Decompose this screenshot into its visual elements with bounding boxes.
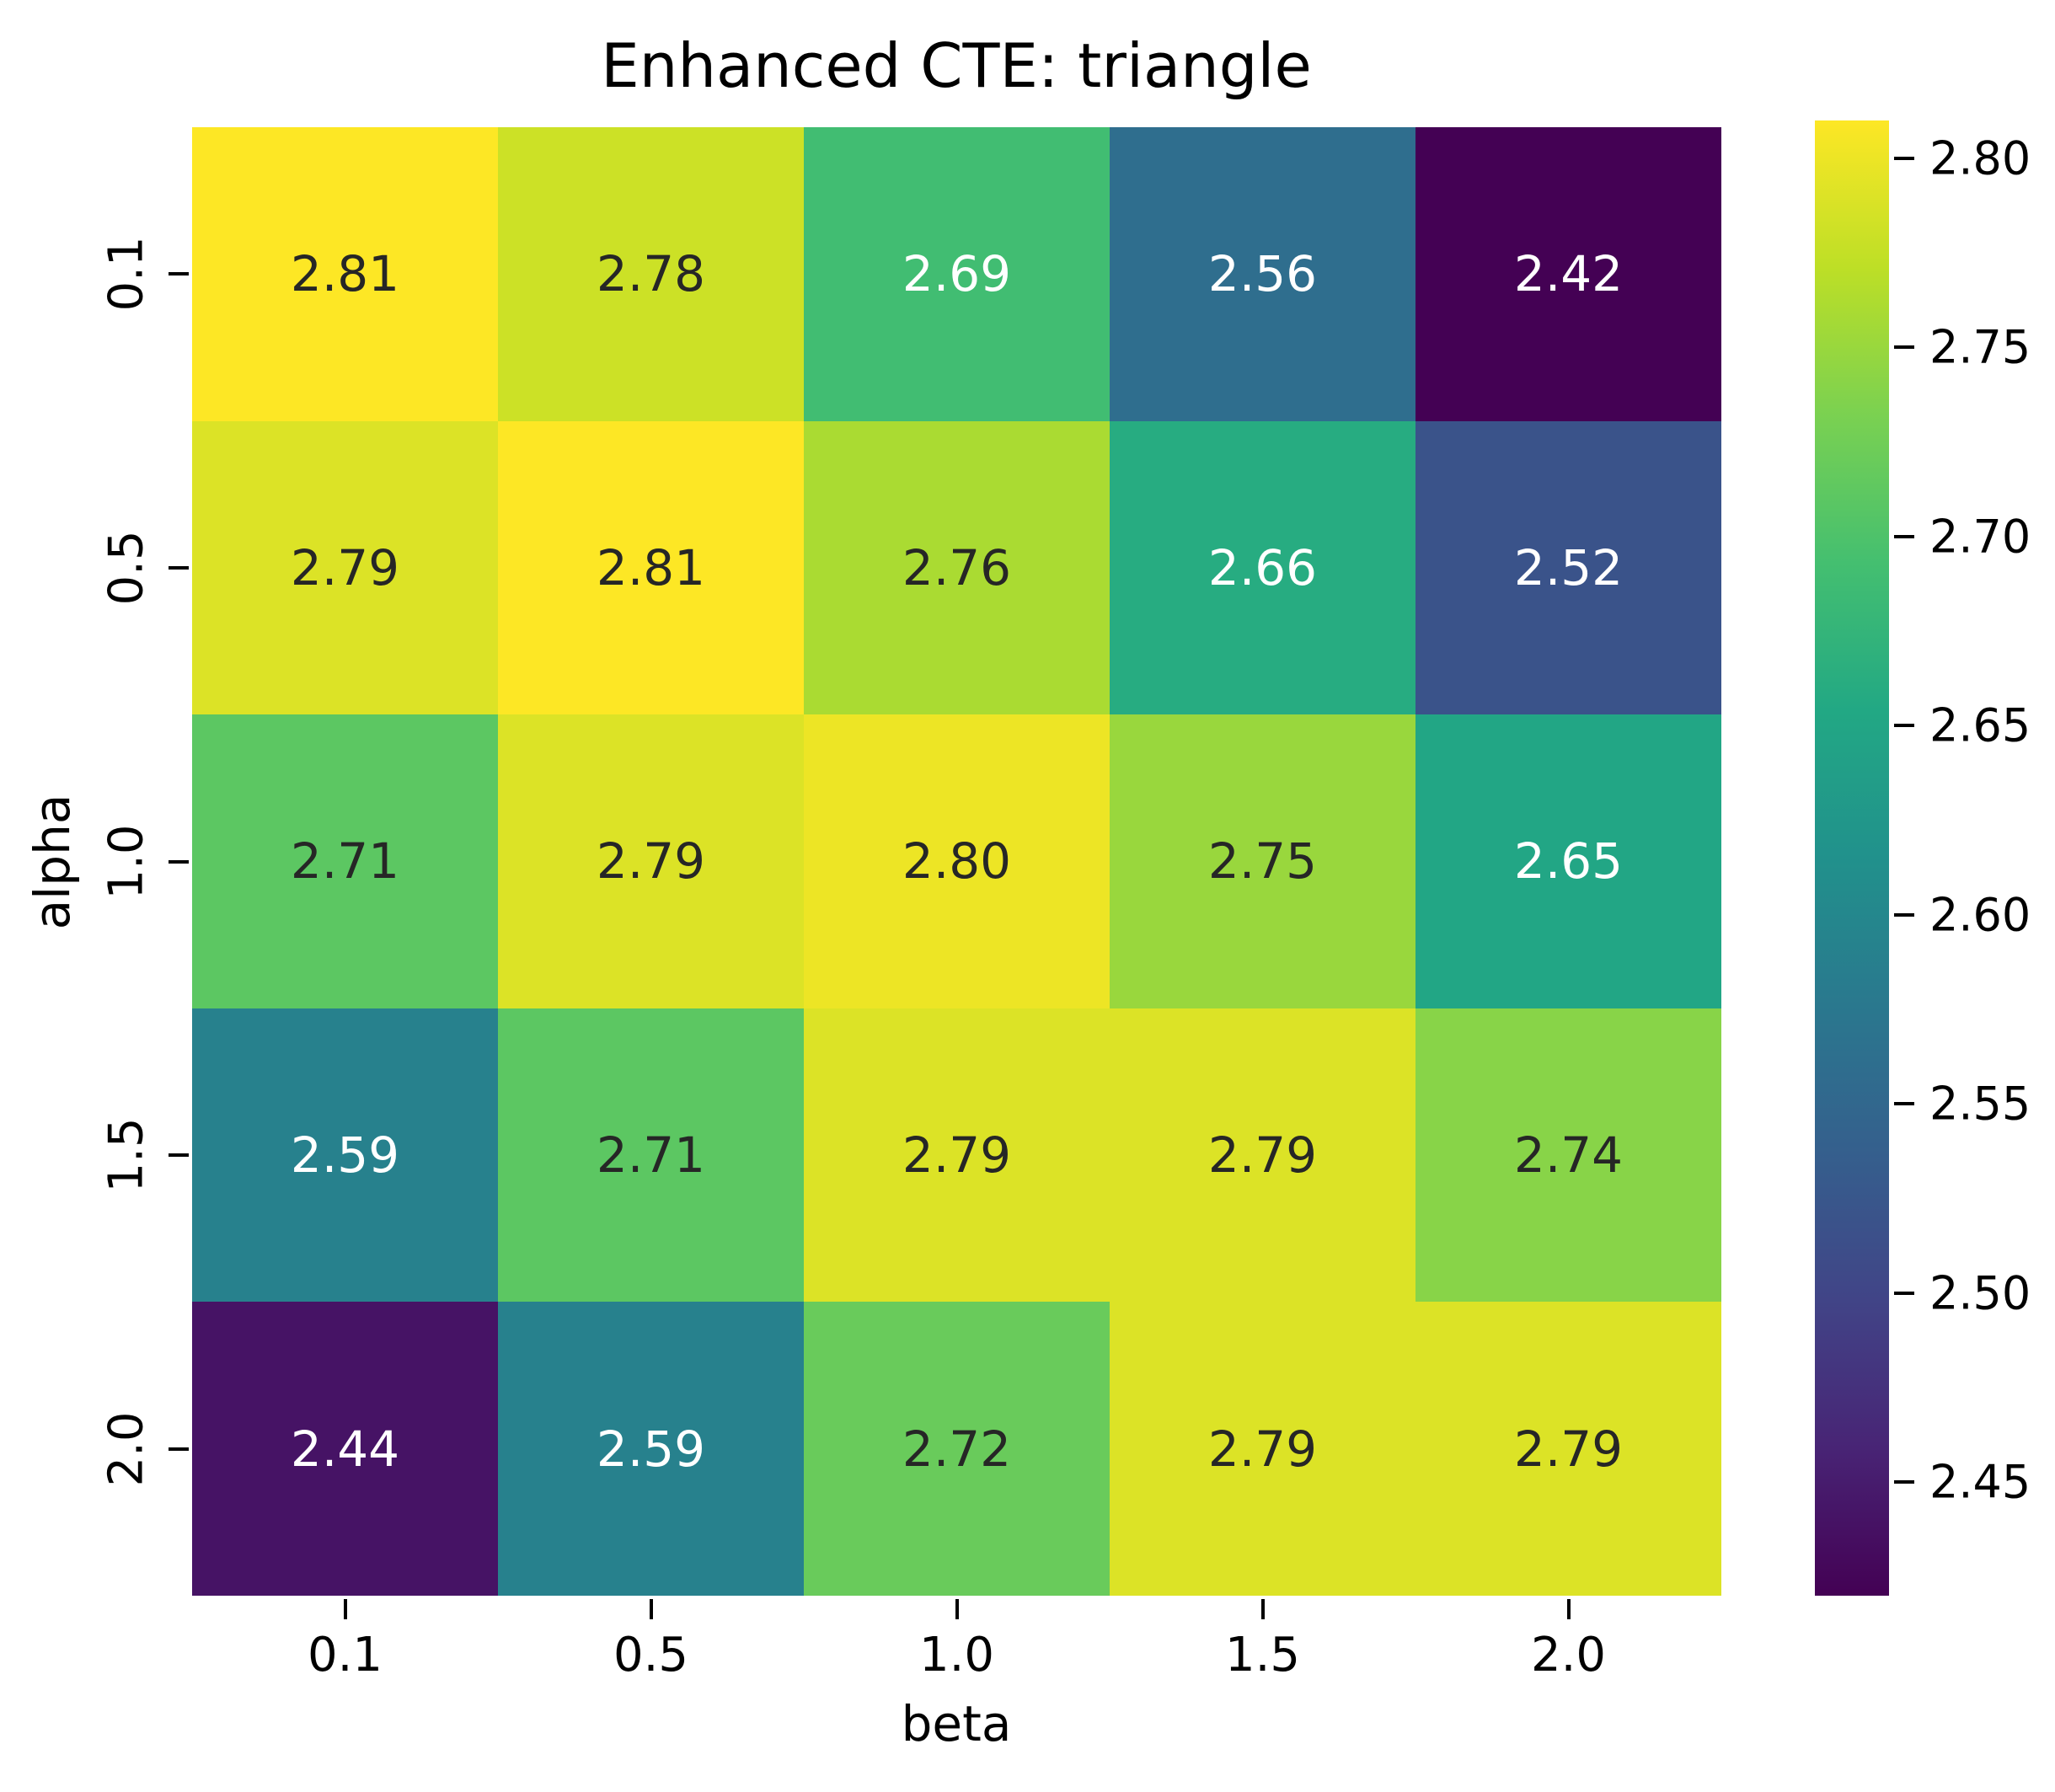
cell-value: 2.79 [1207,1420,1318,1478]
y-tick-label: 2.0 [99,1411,154,1487]
y-tick-mark [169,1153,189,1158]
cell-value: 2.72 [902,1420,1012,1478]
colorbar-gradient [1815,120,1889,1596]
heatmap-cell: 2.42 [1415,127,1721,421]
y-tick-label: 0.5 [99,530,154,606]
heatmap-cell: 2.76 [804,420,1110,715]
x-tick-mark [1260,1599,1265,1619]
y-tick-label: 1.5 [99,1117,154,1193]
x-tick-label: 1.0 [918,1628,995,1682]
heatmap-cell: 2.59 [192,1008,498,1303]
colorbar-tick-label: 2.55 [1929,1077,2031,1131]
cell-value: 2.71 [596,1126,706,1185]
colorbar-tick-mark [1894,1291,1914,1295]
colorbar-tick-label: 2.70 [1929,510,2031,564]
heatmap-cell: 2.69 [804,127,1110,421]
cell-value: 2.71 [290,832,400,891]
colorbar-tick-label: 2.50 [1929,1266,2031,1320]
x-tick-label: 0.1 [307,1628,383,1682]
y-tick-mark [169,1447,189,1451]
colorbar-tick-mark [1894,912,1914,917]
colorbar-tick-mark [1894,345,1914,350]
heatmap-cell: 2.71 [498,1008,804,1303]
cell-value: 2.65 [1513,832,1624,891]
colorbar-tick-mark [1894,1480,1914,1484]
x-tick-mark [649,1599,653,1619]
colorbar-tick-mark [1894,156,1914,160]
cell-value: 2.79 [290,538,400,596]
y-axis-label: alpha [24,794,81,930]
x-tick-label: 2.0 [1530,1628,1607,1682]
heatmap-cell: 2.71 [192,714,498,1008]
cell-value: 2.79 [1513,1420,1624,1478]
cell-value: 2.81 [596,538,706,596]
heatmap-cell: 2.79 [1110,1302,1415,1596]
heatmap-cell: 2.74 [1415,1008,1721,1303]
cell-value: 2.59 [596,1420,706,1478]
y-tick-mark [169,565,189,570]
x-axis-label: beta [901,1695,1012,1752]
y-tick-label: 1.0 [99,823,154,900]
cell-value: 2.66 [1207,538,1318,596]
heatmap-cell: 2.81 [498,420,804,715]
cell-value: 2.76 [902,538,1012,596]
y-tick-mark [169,859,189,864]
heatmap-cell: 2.79 [192,420,498,715]
heatmap-cell: 2.44 [192,1302,498,1596]
colorbar-tick-label: 2.80 [1929,131,2031,185]
colorbar-tick-mark [1894,1102,1914,1106]
heatmap-cell: 2.79 [804,1008,1110,1303]
cell-value: 2.80 [902,832,1012,891]
cell-value: 2.78 [596,245,706,303]
colorbar-tick-label: 2.45 [1929,1455,2031,1509]
y-tick-label: 0.1 [99,236,154,312]
heatmap-grid: 2.81 2.78 2.69 2.56 2.42 2.79 2.81 2.76 2.66 2.52… [192,127,1721,1596]
heatmap-cell: 2.59 [498,1302,804,1596]
colorbar-tick-mark [1894,724,1914,728]
chart-title: Enhanced CTE: triangle [601,30,1312,101]
heatmap-cell: 2.78 [498,127,804,421]
heatmap-cell: 2.65 [1415,714,1721,1008]
x-tick-label: 0.5 [613,1628,689,1682]
heatmap-cell: 2.81 [192,127,498,421]
cell-value: 2.79 [1207,1126,1318,1185]
cell-value: 2.81 [290,245,400,303]
heatmap-cell: 2.72 [804,1302,1110,1596]
x-tick-label: 1.5 [1224,1628,1301,1682]
colorbar-tick-label: 2.60 [1929,888,2031,942]
heatmap-cell: 2.79 [498,714,804,1008]
heatmap-cell: 2.79 [1110,1008,1415,1303]
cell-value: 2.75 [1207,832,1318,891]
cell-value: 2.79 [596,832,706,891]
heatmap-cell: 2.66 [1110,420,1415,715]
x-tick-mark [1566,1599,1571,1619]
cell-value: 2.69 [902,245,1012,303]
cell-value: 2.59 [290,1126,400,1185]
x-tick-mark [955,1599,959,1619]
cell-value: 2.44 [290,1420,400,1478]
colorbar-tick-label: 2.65 [1929,698,2031,752]
heatmap-cell: 2.75 [1110,714,1415,1008]
colorbar-tick-mark [1894,534,1914,538]
cell-value: 2.74 [1513,1126,1624,1185]
x-tick-mark [343,1599,347,1619]
cell-value: 2.79 [902,1126,1012,1185]
colorbar-tick-label: 2.75 [1929,320,2031,374]
heatmap-cell: 2.52 [1415,420,1721,715]
cell-value: 2.52 [1513,538,1624,596]
cell-value: 2.42 [1513,245,1624,303]
cell-value: 2.56 [1207,245,1318,303]
y-tick-mark [169,272,189,276]
heatmap-cell: 2.80 [804,714,1110,1008]
heatmap-cell: 2.56 [1110,127,1415,421]
heatmap-cell: 2.79 [1415,1302,1721,1596]
